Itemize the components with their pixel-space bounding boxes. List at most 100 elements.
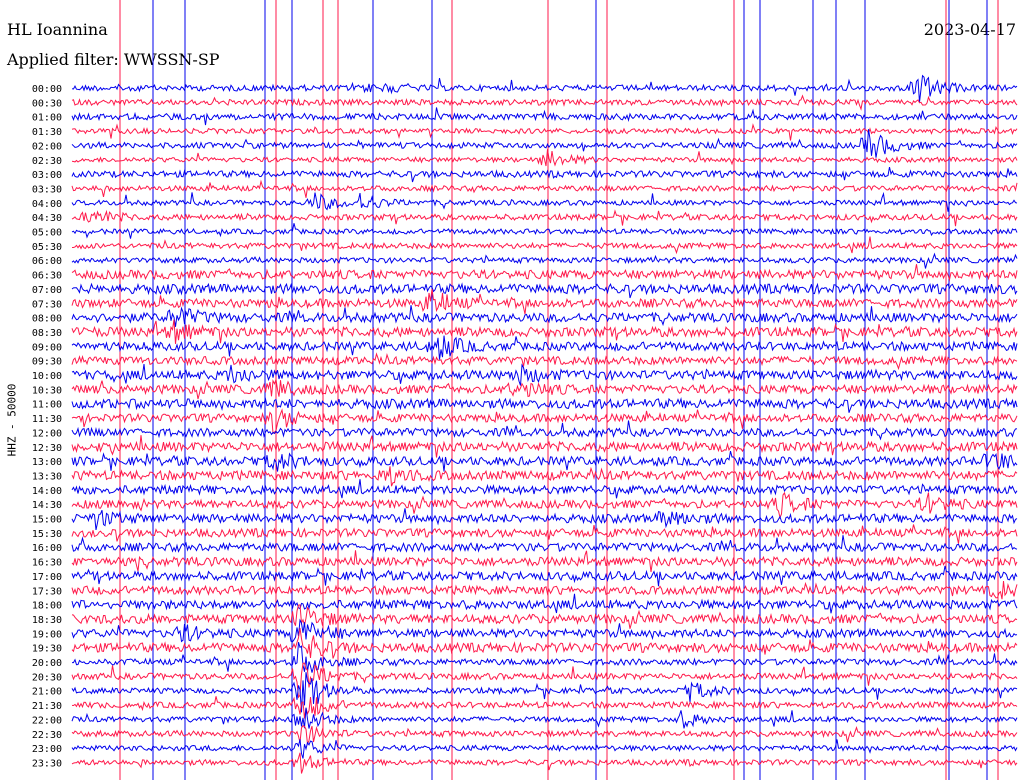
time-label: 23:30 bbox=[32, 758, 62, 769]
trace-0900 bbox=[71, 335, 1018, 360]
time-label: 05:30 bbox=[32, 242, 62, 253]
trace-0830 bbox=[71, 319, 1018, 344]
trace-1930 bbox=[71, 627, 1018, 659]
time-label: 08:00 bbox=[32, 314, 62, 325]
time-label: 22:00 bbox=[32, 715, 62, 726]
trace-0000 bbox=[71, 74, 1018, 103]
time-label: 15:30 bbox=[32, 529, 62, 540]
date-label: 2023-04-17 bbox=[923, 20, 1016, 39]
time-label: 17:30 bbox=[32, 586, 62, 597]
trace-1600 bbox=[71, 535, 1018, 554]
trace-2200 bbox=[71, 707, 1018, 729]
trace-2100 bbox=[71, 672, 1018, 713]
time-label: 12:30 bbox=[32, 443, 62, 454]
trace-0030 bbox=[71, 94, 1018, 111]
trace-1430 bbox=[71, 491, 1018, 520]
trace-0300 bbox=[71, 166, 1018, 183]
time-label: 08:30 bbox=[32, 328, 62, 339]
time-label: 23:00 bbox=[32, 744, 62, 755]
trace-0430 bbox=[71, 209, 1018, 227]
trace-1230 bbox=[71, 435, 1018, 458]
trace-1130 bbox=[71, 408, 1018, 435]
filter-label: Applied filter: WWSSN-SP bbox=[7, 50, 220, 69]
time-label: 10:00 bbox=[32, 371, 62, 382]
time-label: 21:30 bbox=[32, 701, 62, 712]
trace-0100 bbox=[71, 107, 1018, 126]
time-label: 14:30 bbox=[32, 500, 62, 511]
time-label: 06:30 bbox=[32, 271, 62, 282]
time-label: 04:30 bbox=[32, 213, 62, 224]
time-label: 10:30 bbox=[32, 385, 62, 396]
time-label: 11:30 bbox=[32, 414, 62, 425]
time-label: 16:00 bbox=[32, 543, 62, 554]
trace-1300 bbox=[71, 450, 1018, 472]
trace-0200 bbox=[71, 129, 1018, 158]
trace-1830 bbox=[71, 604, 1018, 629]
time-label: 14:00 bbox=[32, 486, 62, 497]
trace-1200 bbox=[71, 420, 1018, 441]
trace-1100 bbox=[71, 397, 1018, 413]
trace-1730 bbox=[71, 581, 1018, 600]
trace-1500 bbox=[71, 508, 1018, 531]
time-label: 09:00 bbox=[32, 342, 62, 353]
trace-0130 bbox=[71, 123, 1018, 141]
trace-2300 bbox=[71, 739, 1018, 759]
trace-0930 bbox=[71, 352, 1018, 371]
trace-0630 bbox=[71, 264, 1018, 282]
time-label: 03:30 bbox=[32, 184, 62, 195]
time-label: 05:00 bbox=[32, 228, 62, 239]
trace-0800 bbox=[71, 305, 1018, 327]
time-label: 15:00 bbox=[32, 515, 62, 526]
time-label: 03:00 bbox=[32, 170, 62, 181]
trace-1030 bbox=[71, 379, 1018, 400]
trace-0330 bbox=[71, 179, 1018, 198]
trace-1700 bbox=[71, 565, 1018, 587]
time-label: 20:30 bbox=[32, 672, 62, 683]
time-label: 19:00 bbox=[32, 629, 62, 640]
time-label: 02:00 bbox=[32, 141, 62, 152]
time-label: 16:30 bbox=[32, 558, 62, 569]
trace-2130 bbox=[71, 696, 1018, 719]
station-title: HL Ioannina bbox=[7, 20, 108, 39]
time-label: 04:00 bbox=[32, 199, 62, 210]
trace-0230 bbox=[71, 149, 1018, 167]
time-label: 09:30 bbox=[32, 357, 62, 368]
trace-0600 bbox=[71, 252, 1018, 269]
trace-1900 bbox=[71, 618, 1018, 643]
trace-1400 bbox=[71, 479, 1018, 499]
time-label: 00:00 bbox=[32, 84, 62, 95]
trace-0400 bbox=[71, 191, 1018, 212]
time-label: 07:30 bbox=[32, 299, 62, 310]
trace-2330 bbox=[71, 752, 1018, 774]
trace-1630 bbox=[71, 550, 1018, 573]
trace-0730 bbox=[71, 288, 1018, 315]
trace-1530 bbox=[71, 524, 1018, 544]
trace-1000 bbox=[71, 363, 1018, 386]
time-label: 06:00 bbox=[32, 256, 62, 267]
time-label: 18:30 bbox=[32, 615, 62, 626]
time-label: 20:00 bbox=[32, 658, 62, 669]
time-label: 07:00 bbox=[32, 285, 62, 296]
trace-0500 bbox=[71, 223, 1018, 239]
time-label: 01:00 bbox=[32, 113, 62, 124]
trace-2230 bbox=[71, 725, 1018, 745]
time-label: 01:30 bbox=[32, 127, 62, 138]
trace-2000 bbox=[72, 641, 1018, 673]
time-label: 02:30 bbox=[32, 156, 62, 167]
time-label: 17:00 bbox=[32, 572, 62, 583]
time-label: 18:00 bbox=[32, 601, 62, 612]
time-label: 19:30 bbox=[32, 644, 62, 655]
time-label: 12:00 bbox=[32, 428, 62, 439]
trace-0530 bbox=[72, 236, 1018, 255]
time-label: 13:00 bbox=[32, 457, 62, 468]
time-label: 11:00 bbox=[32, 400, 62, 411]
time-label: 13:30 bbox=[32, 471, 62, 482]
trace-0700 bbox=[71, 282, 1018, 299]
time-label: 00:30 bbox=[32, 98, 62, 109]
trace-1800 bbox=[71, 593, 1018, 614]
time-label: 22:30 bbox=[32, 730, 62, 741]
trace-1330 bbox=[71, 466, 1018, 487]
time-label: 21:00 bbox=[32, 687, 62, 698]
